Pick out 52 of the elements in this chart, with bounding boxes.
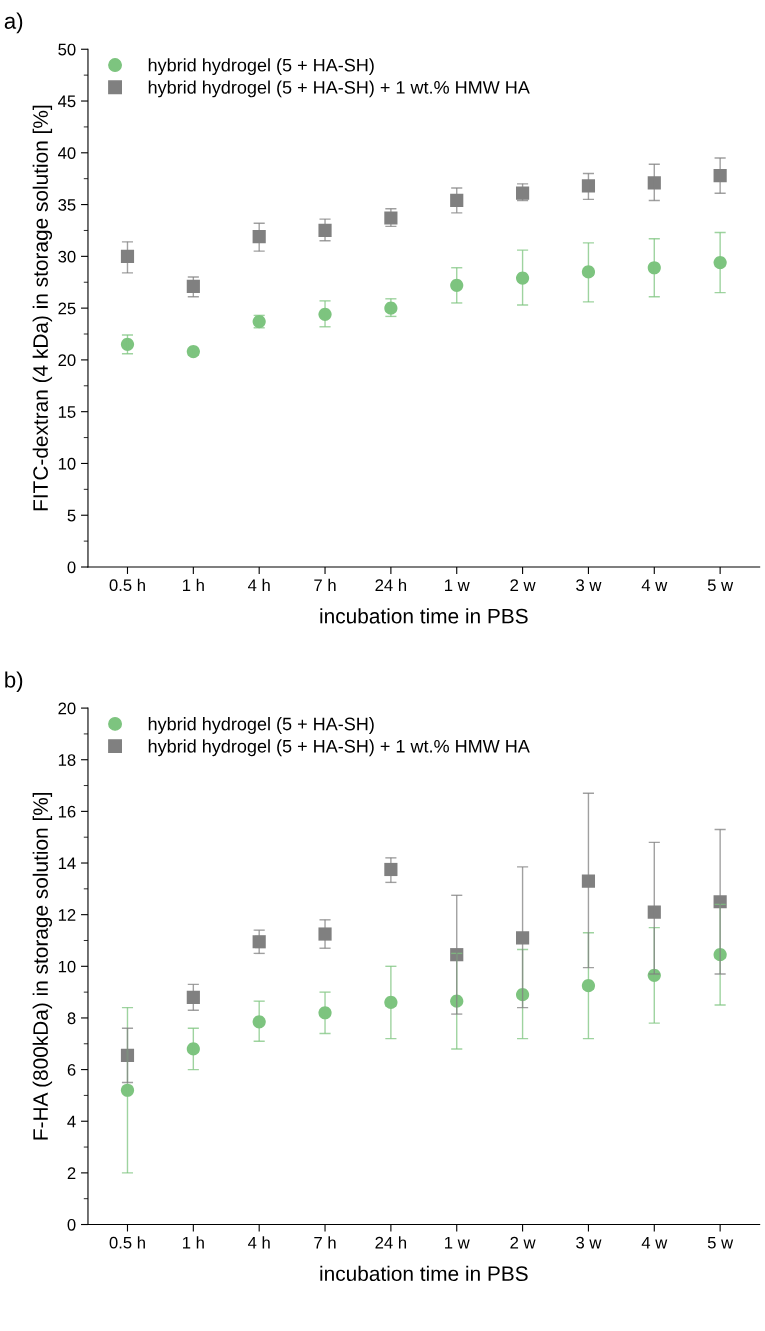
y-tick-label: 20	[58, 702, 76, 715]
x-axis-title: incubation time in PBS	[320, 1265, 528, 1282]
x-tick-label: 1 h	[183, 578, 204, 591]
x-axis-title: incubation time in PBS	[320, 608, 528, 624]
y-axis-title: F-HA (800kDa) in storage solution [%]	[32, 792, 53, 1140]
y-tick-label: 4	[67, 1115, 76, 1128]
y-tick-label: 35	[58, 198, 76, 211]
y-tick-label: 50	[58, 43, 76, 56]
chart-title: a)	[4, 12, 23, 34]
x-tick-label: 24 h	[375, 1236, 407, 1249]
x-tick-label: 2 w	[510, 1236, 536, 1249]
y-tick-label: 10	[58, 960, 76, 973]
x-tick-label: 2 w	[510, 579, 536, 591]
y-tick-label: 5	[67, 509, 76, 522]
y-tick-label: 12	[58, 909, 76, 921]
y-tick-label: 2	[67, 1167, 76, 1179]
y-tick-label: 6	[67, 1063, 76, 1076]
x-tick-label: 24 h	[375, 578, 407, 591]
y-tick-label: 18	[58, 754, 76, 766]
y-tick-label: 10	[58, 457, 76, 470]
y-tick-label: 30	[58, 250, 76, 263]
y-tick-label: 8	[67, 1012, 76, 1025]
x-tick-label: 4 w	[641, 1236, 668, 1249]
legend-label: hybrid hydrogel (5 + HA-SH) + 1 wt.% HMW HA	[148, 80, 530, 98]
x-tick-label: 1 w	[445, 1236, 470, 1249]
x-tick-label: 5 w	[707, 579, 734, 592]
y-tick-label: 20	[58, 354, 76, 367]
y-tick-label: 14	[58, 857, 76, 870]
y-tick-label: 16	[58, 805, 76, 818]
chart-title: b)	[5, 671, 23, 693]
x-tick-label: 4 w	[641, 579, 668, 591]
y-axis-title: FITC-dextran (4 kDa) in storage solution [%]	[32, 105, 53, 511]
y-tick-label: 40	[58, 147, 76, 159]
x-tick-label: 0.5 h	[109, 578, 145, 592]
y-tick-label: 15	[58, 406, 76, 418]
legend-label: hybrid hydrogel (5 + HA-SH)	[148, 717, 374, 734]
x-tick-label: 4 h	[247, 578, 270, 591]
x-tick-label: 5 w	[707, 1236, 734, 1249]
x-tick-label: 0.5 h	[109, 1236, 145, 1249]
y-tick-label: 0	[67, 1218, 76, 1231]
x-tick-label: 1 h	[183, 1236, 204, 1249]
x-tick-label: 3 w	[576, 579, 602, 592]
y-tick-label: 25	[58, 302, 76, 315]
x-tick-label: 7 h	[314, 578, 336, 591]
y-tick-label: 0	[67, 561, 76, 574]
x-tick-label: 4 h	[247, 1236, 270, 1249]
x-tick-label: 1 w	[445, 579, 470, 591]
legend-label: hybrid hydrogel (5 + HA-SH)	[148, 58, 374, 76]
x-tick-label: 3 w	[576, 1236, 602, 1249]
y-tick-label: 45	[58, 95, 76, 108]
x-tick-label: 7 h	[314, 1236, 336, 1249]
legend-label: hybrid hydrogel (5 + HA-SH) + 1 wt.% HMW HA	[148, 739, 530, 757]
